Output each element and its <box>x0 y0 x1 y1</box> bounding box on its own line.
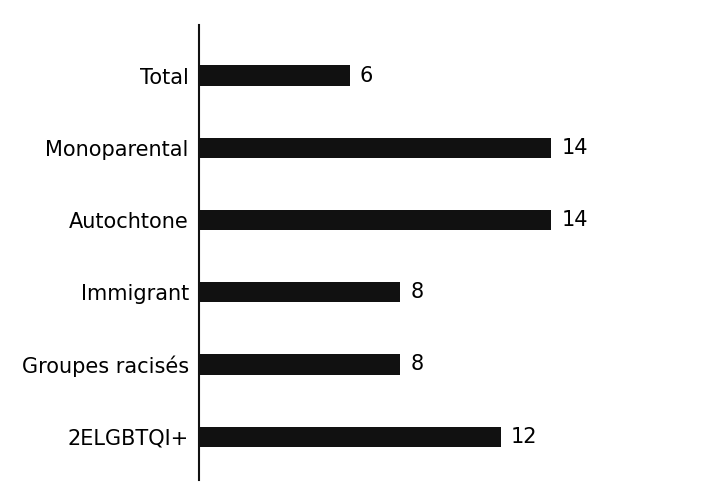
Text: 6: 6 <box>360 66 373 86</box>
Bar <box>199 210 552 230</box>
Bar <box>199 426 501 447</box>
Text: 12: 12 <box>511 426 537 446</box>
Bar <box>199 66 350 86</box>
Text: 8: 8 <box>411 354 423 374</box>
Text: 8: 8 <box>411 282 423 302</box>
Text: 14: 14 <box>562 138 588 158</box>
Bar <box>199 282 400 302</box>
Bar <box>199 354 400 374</box>
Bar <box>199 138 552 158</box>
Text: 14: 14 <box>562 210 588 230</box>
